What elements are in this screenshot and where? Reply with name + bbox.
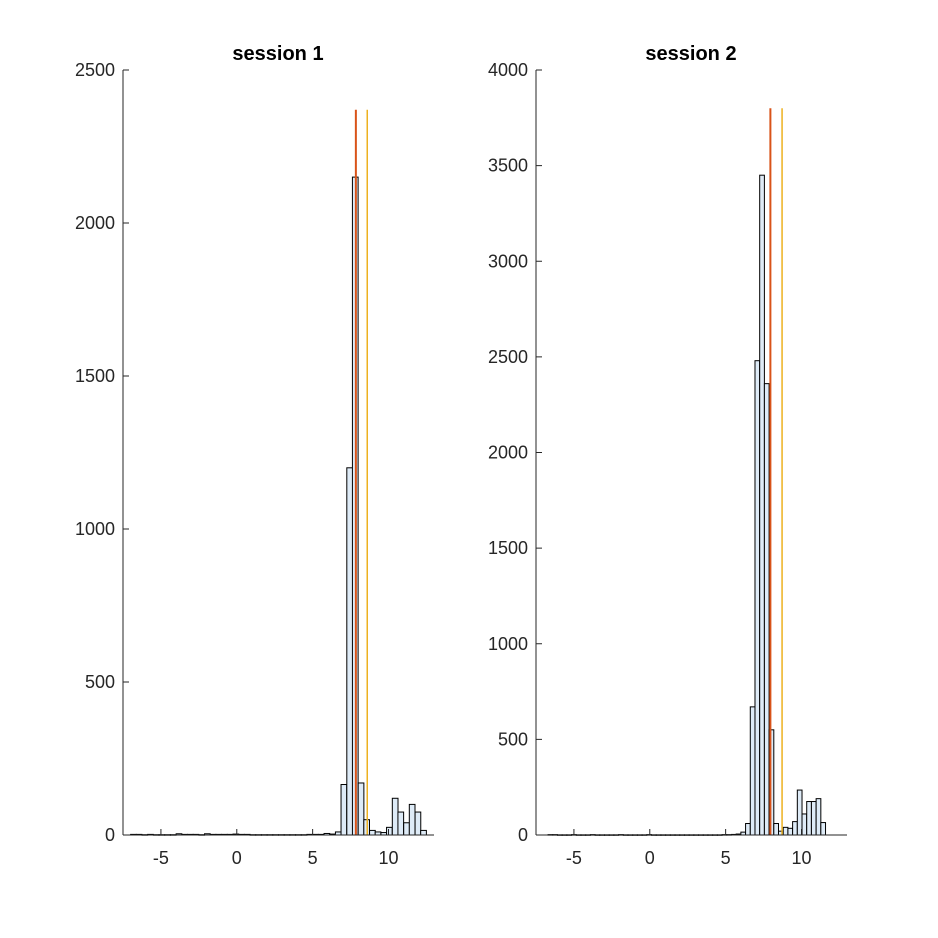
histogram-bar <box>782 826 789 836</box>
y-tick-label: 2000 <box>488 443 528 463</box>
histogram-bar <box>397 811 405 836</box>
histogram-bar <box>745 823 751 836</box>
x-tick-label: 0 <box>232 848 242 868</box>
histogram-bar <box>792 821 798 836</box>
x-tick-label: 10 <box>378 848 398 868</box>
histogram-bar <box>787 827 794 836</box>
x-tick-label: 5 <box>721 848 731 868</box>
y-tick-label: 500 <box>498 729 528 749</box>
histogram-bar <box>408 803 416 836</box>
histogram-session-1: session 1 0 500 1000 1500 2000 2500 -5 0 5 10 <box>75 43 434 868</box>
histogram-bar <box>386 826 393 836</box>
histogram-bar <box>815 798 822 836</box>
histogram-bar <box>759 174 765 836</box>
histogram-bar <box>806 801 812 836</box>
chart-title: session 1 <box>232 43 323 65</box>
histogram-bar <box>801 813 808 836</box>
y-tick-label: 1000 <box>488 634 528 654</box>
chart-title: session 2 <box>645 43 736 65</box>
histogram-bar <box>340 784 348 836</box>
histogram-session-2: session 2 0 500 1000 1500 2000 2500 3000 3500 40… <box>488 43 847 868</box>
x-tick-label: 0 <box>645 848 655 868</box>
histogram-bar <box>391 797 399 836</box>
y-tick-label: 2500 <box>75 60 115 80</box>
histogram-bar <box>749 706 756 836</box>
y-tick-label: 1500 <box>75 366 115 386</box>
histogram-bar <box>763 383 770 836</box>
histogram-bar <box>414 811 422 836</box>
histogram-bar <box>346 467 353 836</box>
y-tick-label: 2000 <box>75 213 115 233</box>
histogram-bar <box>820 822 827 836</box>
x-tick-label: -5 <box>153 848 169 868</box>
x-tick-label: 10 <box>791 848 811 868</box>
histogram-bar <box>420 829 427 836</box>
y-tick-label: 1500 <box>488 538 528 558</box>
x-tick-label: -5 <box>566 848 582 868</box>
histogram-bar <box>754 360 761 836</box>
histogram-bar <box>810 801 817 836</box>
histogram-bar <box>796 789 803 836</box>
y-tick-label: 3000 <box>488 251 528 271</box>
histogram-bar <box>357 782 365 836</box>
histogram-bar <box>369 829 376 836</box>
y-tick-label: 0 <box>518 825 528 845</box>
y-tick-label: 0 <box>105 825 115 845</box>
histogram-bar <box>773 823 779 836</box>
y-tick-label: 2500 <box>488 347 528 367</box>
x-tick-label: 5 <box>308 848 318 868</box>
y-tick-label: 4000 <box>488 60 528 80</box>
y-tick-label: 1000 <box>75 519 115 539</box>
histogram-bar <box>403 822 410 836</box>
y-tick-label: 500 <box>85 672 115 692</box>
y-tick-label: 3500 <box>488 156 528 176</box>
